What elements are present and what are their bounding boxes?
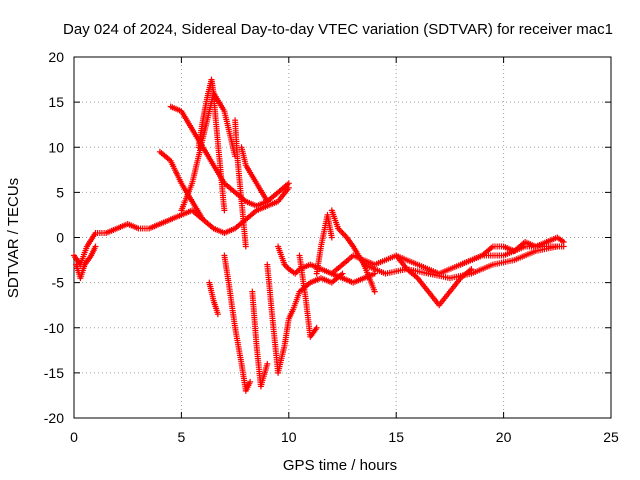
series-trace-b bbox=[73, 243, 99, 282]
y-tick-label: 15 bbox=[48, 94, 64, 110]
series-markers bbox=[178, 90, 239, 214]
series-trace-s bbox=[393, 252, 475, 309]
x-axis-ticks: 0 5 10 15 20 25 bbox=[70, 57, 619, 445]
x-axis-label: GPS time / hours bbox=[283, 457, 397, 474]
y-tick-label: 10 bbox=[48, 139, 64, 155]
series-markers bbox=[457, 234, 567, 268]
y-tick-label: 5 bbox=[56, 184, 64, 200]
series-markers bbox=[195, 76, 228, 214]
y-axis-label: SDTVAR / TECUs bbox=[5, 178, 22, 298]
x-tick-label: 10 bbox=[281, 429, 297, 445]
x-tick-label: 20 bbox=[496, 429, 512, 445]
series-trace-n bbox=[296, 252, 320, 340]
series-markers bbox=[221, 252, 254, 394]
series-markers bbox=[393, 252, 475, 309]
x-tick-label: 0 bbox=[70, 429, 78, 445]
series-markers bbox=[249, 288, 271, 390]
y-tick-label: -10 bbox=[44, 320, 64, 336]
series-trace-k bbox=[249, 288, 271, 390]
series-trace-l bbox=[264, 261, 346, 376]
series-trace-e bbox=[178, 90, 239, 214]
series-markers bbox=[238, 144, 271, 205]
chart-title: Day 024 of 2024, Sidereal Day-to-day VTE… bbox=[63, 21, 613, 38]
x-tick-label: 5 bbox=[178, 429, 186, 445]
y-tick-label: -20 bbox=[44, 410, 64, 426]
series-trace-g bbox=[206, 279, 221, 318]
series-trace-t bbox=[457, 234, 567, 268]
series-markers bbox=[264, 261, 346, 376]
series-trace-o bbox=[313, 211, 335, 277]
series-trace-j bbox=[238, 144, 271, 205]
series-markers bbox=[232, 117, 249, 250]
x-tick-label: 25 bbox=[603, 429, 619, 445]
y-tick-label: -5 bbox=[52, 275, 65, 291]
series-markers bbox=[296, 252, 320, 340]
series-trace-h bbox=[221, 252, 254, 394]
series-markers bbox=[73, 243, 99, 282]
series-trace-i bbox=[232, 117, 249, 250]
series-markers bbox=[328, 207, 378, 295]
y-axis-ticks: -20 -15 -10 -5 0 5 10 15 20 bbox=[44, 49, 611, 426]
series-trace-p bbox=[328, 207, 378, 295]
grid-lines bbox=[74, 57, 611, 418]
series-markers bbox=[206, 279, 221, 318]
series-markers bbox=[313, 211, 335, 277]
data-points bbox=[71, 76, 567, 394]
y-tick-label: 0 bbox=[56, 230, 64, 246]
x-tick-label: 15 bbox=[388, 429, 404, 445]
y-tick-label: 20 bbox=[48, 49, 64, 65]
y-tick-label: -15 bbox=[44, 365, 64, 381]
series-trace-f bbox=[195, 76, 228, 214]
